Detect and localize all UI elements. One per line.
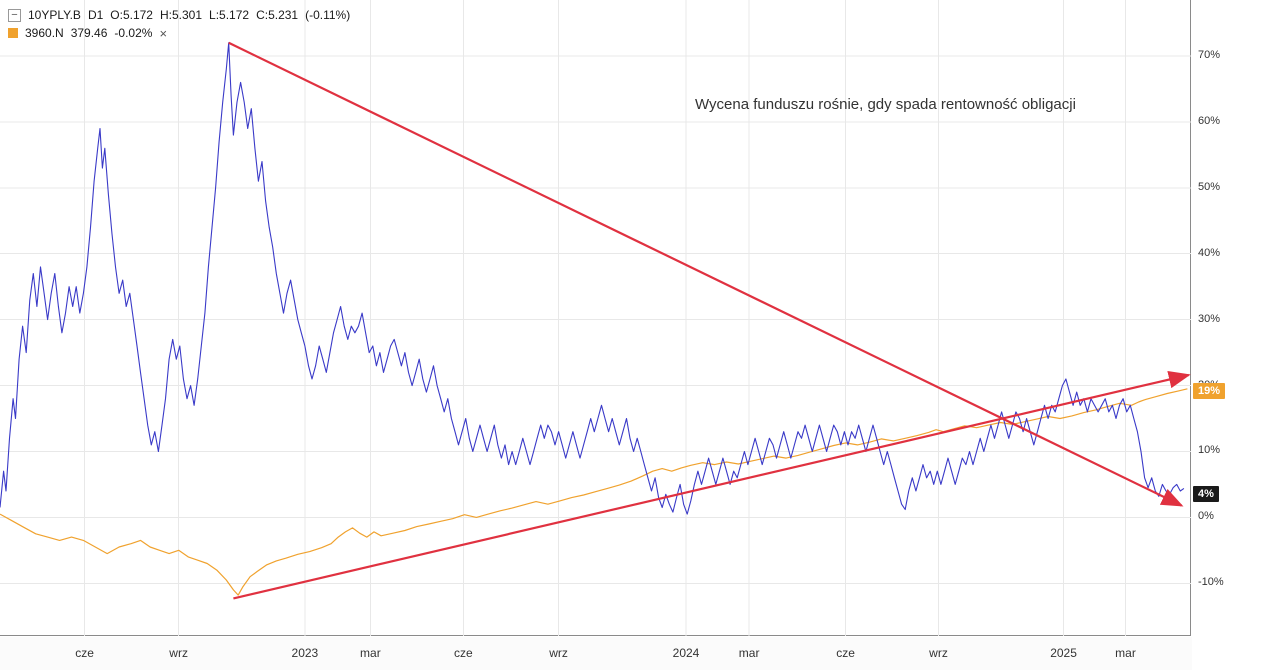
x-axis-label: wrz	[549, 646, 568, 660]
y-axis-label: 10%	[1198, 444, 1221, 457]
x-axis-label: 2025	[1050, 646, 1077, 660]
x-axis-label: cze	[75, 646, 94, 660]
x-axis-label: cze	[836, 646, 855, 660]
y-axis-label: 60%	[1198, 114, 1221, 127]
series-line-3960.N	[0, 388, 1188, 596]
x-axis-label: wrz	[169, 646, 188, 660]
x-axis-label: mar	[1115, 646, 1136, 660]
x-axis[interactable]: cze wrz 2023 mar cze wrz 2024 mar cze wrz 2025 mar	[0, 637, 1192, 670]
y-axis-label: 30%	[1198, 312, 1221, 325]
series2-price: 379.46	[70, 26, 108, 40]
series1-change: (-0.11%)	[305, 8, 351, 22]
legend: − 10YPLY.B D1 O:5.172 H:5.301 L:5.172 C:…	[8, 6, 357, 42]
series2-color-swatch	[8, 28, 18, 38]
legend-row-1: − 10YPLY.B D1 O:5.172 H:5.301 L:5.172 C:…	[8, 6, 357, 24]
series1-high: H:5.301	[159, 8, 203, 22]
chart-canvas[interactable]	[0, 0, 1191, 636]
y-axis-label: 0%	[1198, 510, 1214, 523]
y-axis[interactable]: 70%60%50%40%30%20%10%0%-10%19%4%	[1192, 0, 1280, 636]
series1-close: C:5.231	[256, 8, 299, 22]
x-axis-label: cze	[453, 646, 473, 660]
legend-row-2: 3960.N 379.46 -0.02% ×	[8, 24, 357, 42]
x-axis-label: mar	[360, 646, 381, 660]
series2-change: -0.02%	[114, 26, 153, 40]
series2-symbol: 3960.N	[25, 26, 64, 40]
x-axis-label: mar	[738, 646, 760, 660]
last-value-badge-3960.N: 19%	[1193, 383, 1226, 400]
trend-arrow-2	[233, 370, 1191, 600]
y-axis-label: 70%	[1198, 49, 1221, 62]
collapse-legend-button[interactable]: −	[8, 8, 21, 22]
y-axis-label: 40%	[1198, 246, 1221, 259]
series1-low: L:5.172	[209, 8, 250, 22]
trend-arrow-1	[228, 41, 1184, 507]
x-axis-label: wrz	[929, 646, 948, 660]
series1-symbol: 10YPLY.B	[28, 8, 81, 22]
y-axis-label: -10%	[1198, 576, 1224, 589]
x-axis-label: 2024	[672, 646, 700, 660]
chart-annotation: Wycena funduszu rośnie, gdy spada rentow…	[695, 96, 1076, 113]
series1-open: O:5.172	[110, 8, 153, 22]
series-line-10YPLY.B	[0, 42, 1185, 515]
x-axis-label: 2023	[291, 646, 319, 660]
remove-series-icon[interactable]: ×	[159, 25, 168, 41]
series1-interval: D1	[87, 8, 104, 22]
last-value-badge-10YPLY.B: 4%	[1193, 485, 1219, 502]
y-axis-label: 50%	[1198, 180, 1221, 193]
chart-plot-area[interactable]: − 10YPLY.B D1 O:5.172 H:5.301 L:5.172 C:…	[0, 0, 1191, 636]
